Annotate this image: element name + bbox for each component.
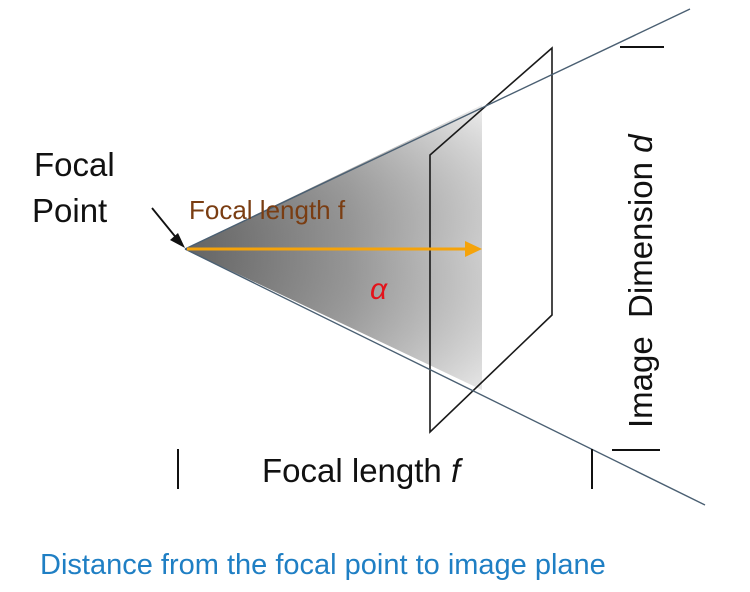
focal-length-arrow-label: Focal length f — [189, 195, 346, 225]
focal-point-pointer-head — [170, 233, 185, 248]
upper-ray — [184, 8, 691, 250]
bottom-focal-length-label: Focal length f — [262, 452, 464, 489]
focal-point-label-line2: Point — [32, 192, 107, 229]
caption: Distance from the focal point to image p… — [40, 549, 606, 581]
focal-length-arrowhead — [465, 241, 482, 257]
lower-ray — [184, 248, 706, 506]
focal-point-label-line1: Focal — [34, 146, 115, 183]
angle-label: α — [370, 273, 388, 306]
focal-point-pointer — [151, 207, 179, 241]
image-plane — [429, 46, 553, 434]
image-dimension-label: Image Dimension d — [622, 133, 659, 428]
